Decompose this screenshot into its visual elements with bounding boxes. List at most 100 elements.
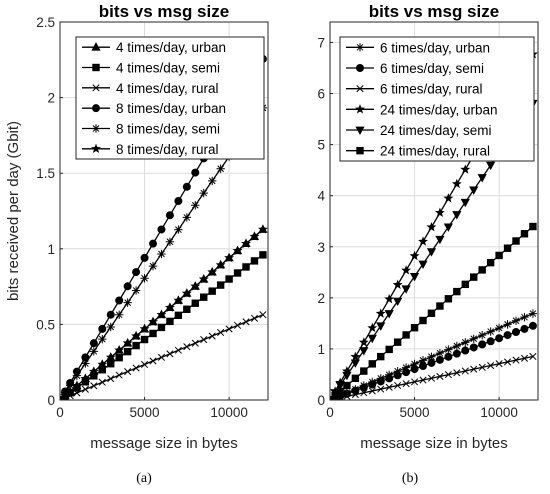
legend-label: 6 times/day, rural (380, 82, 483, 97)
data-point (98, 324, 107, 333)
data-point (174, 197, 183, 206)
data-point (360, 389, 368, 397)
y-axis-label-a: bits received per day (Gbit) (5, 121, 22, 301)
data-point (376, 322, 386, 331)
data-point (115, 296, 124, 305)
data-point (156, 309, 167, 319)
data-point (393, 338, 402, 346)
data-point (435, 348, 445, 358)
data-point (191, 339, 199, 347)
data-point (469, 343, 478, 352)
data-point (199, 188, 208, 198)
x-tick-label: 10000 (480, 405, 518, 420)
data-point (528, 309, 538, 318)
data-point (470, 365, 478, 373)
chart-title-a: bits vs msg size (99, 2, 229, 21)
data-point (190, 281, 201, 291)
data-point (529, 352, 537, 361)
data-point (182, 213, 192, 222)
y-tick-label: 1.5 (36, 166, 55, 181)
data-point (131, 330, 142, 341)
legend-marker (92, 63, 100, 72)
data-point (114, 310, 124, 319)
data-point (453, 369, 461, 377)
series-6 (60, 224, 268, 400)
data-point (165, 211, 174, 220)
data-point (385, 345, 393, 354)
data-point (90, 382, 98, 390)
x-tick-label: 10000 (210, 405, 248, 420)
data-point (216, 281, 225, 289)
data-point (350, 351, 361, 361)
legend-entry: 4 times/day, urban (82, 40, 226, 55)
data-point (105, 352, 116, 362)
data-point (107, 375, 115, 383)
legend-label: 24 times/day, rural (380, 144, 490, 159)
data-point (409, 272, 420, 282)
data-point (426, 248, 437, 257)
data-point (350, 359, 360, 368)
data-point (198, 273, 209, 284)
data-point (367, 334, 377, 344)
data-point (418, 260, 428, 270)
data-point (259, 311, 267, 319)
data-point (97, 359, 108, 369)
data-point (89, 339, 98, 348)
legend-label: 4 times/day, rural (116, 81, 219, 96)
series-6 (330, 222, 537, 400)
data-point (495, 334, 504, 343)
data-point (418, 356, 428, 365)
series-line (330, 355, 534, 400)
data-point (427, 352, 436, 361)
y-tick-label: 0 (47, 393, 55, 408)
data-point (368, 380, 377, 389)
legend-label: 24 times/day, urban (380, 102, 498, 117)
data-point (453, 287, 461, 296)
data-point (225, 325, 233, 333)
data-point (90, 372, 98, 380)
series-group-b (330, 49, 538, 400)
data-point (434, 207, 445, 217)
chart-title-b: bits vs msg size (369, 2, 499, 21)
data-point (460, 198, 470, 208)
data-point (443, 223, 453, 232)
data-point (427, 358, 436, 367)
data-point (444, 345, 453, 354)
data-point (208, 332, 216, 340)
data-point (242, 263, 250, 271)
data-point (426, 221, 437, 232)
data-point (72, 371, 82, 380)
data-point (436, 372, 444, 380)
data-point (81, 378, 90, 386)
data-point (174, 225, 183, 234)
data-point (115, 353, 123, 362)
data-point (165, 237, 175, 246)
data-point (452, 211, 462, 220)
data-point (124, 368, 132, 376)
data-point (504, 358, 512, 366)
series-line (60, 314, 264, 400)
data-point (478, 266, 486, 274)
data-point (486, 161, 496, 171)
data-point (73, 389, 81, 397)
data-point (410, 359, 419, 369)
legend-marker (355, 126, 365, 135)
data-point (410, 324, 419, 332)
data-point (427, 374, 436, 382)
data-point (495, 360, 503, 368)
data-point (157, 225, 166, 234)
data-point (234, 321, 242, 329)
legend-label: 6 times/day, urban (380, 40, 490, 55)
ticks-a: 0 5000 10000 0 0.5 1 1.5 2 2.5 (36, 15, 248, 420)
data-point (217, 328, 225, 337)
data-point (215, 259, 226, 270)
x-axis-label-a: message size in bytes (90, 435, 238, 452)
data-point (394, 381, 402, 390)
data-point (520, 230, 529, 238)
legend-entry: 8 times/day, semi (82, 122, 220, 137)
data-point (444, 352, 453, 361)
data-point (173, 295, 184, 305)
data-point (259, 251, 267, 259)
